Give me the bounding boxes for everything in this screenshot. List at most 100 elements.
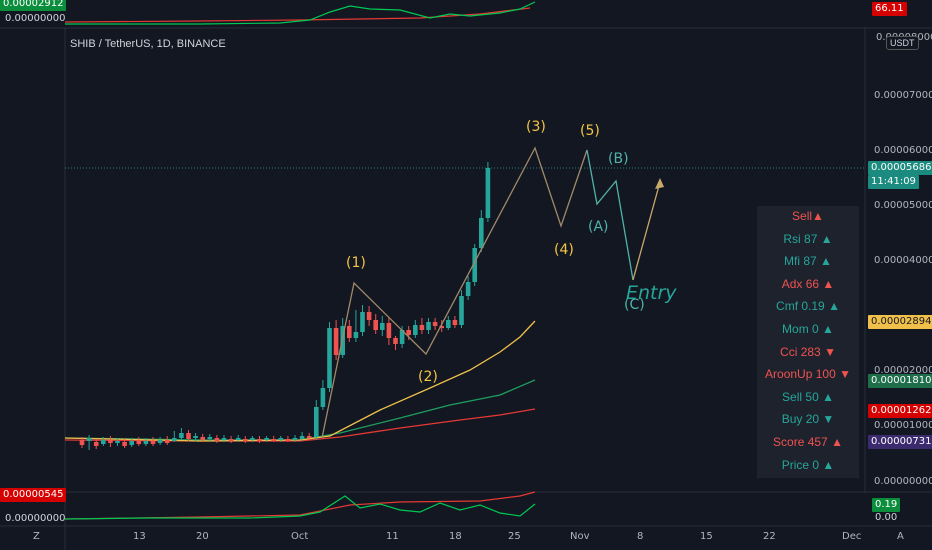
signal-row-score: Score 457 ▲ — [773, 435, 843, 449]
candle-up — [157, 440, 163, 443]
entry-label: Entry — [626, 282, 677, 304]
candle-down — [419, 325, 425, 330]
auto-scale-icon[interactable]: A — [897, 531, 904, 542]
candle-up — [353, 332, 359, 338]
moving-averages — [64, 320, 536, 442]
time-label: 11 — [386, 531, 399, 542]
top-indicator-zero-label: 0.00000000 — [5, 13, 66, 24]
bottom-indicator-value-tag: 0.00000545 — [0, 488, 67, 502]
candle-down — [200, 437, 205, 440]
candle-up — [193, 436, 198, 438]
signal-row-mom: Mom 0 ▲ — [782, 322, 834, 336]
candle-up — [479, 218, 484, 248]
wave-label-3: (3) — [526, 119, 546, 135]
wave-label-c: (C) — [624, 297, 645, 313]
time-label: 20 — [196, 531, 209, 542]
countdown-tag: 11:41:09 — [868, 175, 919, 189]
bottom-indicator-pane — [64, 491, 536, 520]
candle-up — [221, 438, 227, 440]
time-label: Oct — [291, 531, 308, 542]
wave-label-4: (4) — [554, 242, 574, 258]
time-label: 22 — [763, 531, 776, 542]
timezone-icon[interactable]: Z — [33, 531, 40, 542]
candle-up — [459, 296, 464, 325]
time-label: 25 — [508, 531, 521, 542]
signal-row-cci: Cci 283 ▼ — [780, 344, 836, 359]
candle-down — [366, 312, 372, 320]
signal-row-rsi: Rsi 87 ▲ — [783, 231, 833, 246]
signal-row-aroonup: AroonUp 100 ▼ — [765, 367, 851, 382]
signal-row-mfi: Mfi 87 ▲ — [784, 254, 832, 269]
candle-up — [299, 436, 305, 439]
ma-purple-tag: 0.00000731 — [868, 435, 932, 449]
time-label: Dec — [842, 531, 861, 542]
bottom-indicator-right-value: 0.00 — [875, 512, 898, 523]
time-label: 15 — [700, 531, 713, 542]
candle-down — [285, 439, 291, 441]
time-label: 18 — [449, 531, 462, 542]
candle-up — [380, 323, 385, 330]
candle-down — [186, 433, 191, 439]
candle-up — [485, 168, 491, 218]
candle-down — [122, 442, 127, 446]
candle-down — [150, 441, 156, 444]
time-label: 13 — [133, 531, 146, 542]
last-price-tag: 0.00005686 — [868, 161, 932, 175]
price-label: 0.00006000 — [874, 145, 932, 156]
ma-yellow-tag: 0.00002894 — [868, 315, 932, 329]
ma-yellow-line — [64, 320, 536, 442]
signal-row-sell: Sell 50 ▲ — [782, 389, 834, 404]
candle-down — [406, 330, 411, 335]
candle-down — [228, 439, 234, 441]
candle-up — [399, 330, 405, 344]
signal-panel: Sell▲ Rsi 87 ▲ Mfi 87 ▲ Adx 66 ▲ Cmf 0.19 ▲ M… — [757, 206, 859, 478]
signal-row-sell: Sell▲ — [792, 209, 824, 223]
signal-row-price: Price 0 ▲ — [781, 457, 835, 472]
candle-down — [257, 439, 262, 441]
candle-down — [333, 328, 339, 355]
candle-up — [264, 438, 269, 440]
candle-up — [129, 441, 134, 445]
candle-up — [250, 438, 255, 440]
wave-label-b: (B) — [608, 151, 629, 167]
ma-red-tag: 0.00001262 — [868, 404, 932, 418]
candle-down — [164, 440, 170, 443]
time-label: 8 — [637, 531, 643, 542]
candle-up — [143, 441, 149, 444]
candle-down — [214, 438, 220, 441]
time-axis[interactable]: Z 13 20 Oct 11 18 25 Nov 8 15 22 Dec A — [33, 531, 904, 542]
candle-up — [278, 438, 284, 440]
candle-up — [207, 437, 213, 439]
ma-green-tag: 0.00001810 — [868, 374, 932, 388]
candle-up — [360, 312, 365, 332]
top-indicator-value-tag: 0.00002912 — [0, 0, 67, 11]
candle-up — [172, 438, 177, 441]
candle-up — [86, 438, 92, 441]
candle-up — [472, 248, 477, 282]
candle-down — [393, 338, 398, 344]
candle-down — [452, 320, 458, 325]
candle-up — [101, 440, 106, 444]
candle-up — [235, 438, 241, 440]
candle-up — [465, 282, 471, 296]
candle-up — [320, 388, 326, 407]
signal-row-adx: Adx 66 ▲ — [781, 276, 835, 291]
currency-button[interactable]: USDT — [886, 36, 919, 50]
projection-arrowhead — [655, 178, 664, 189]
price-label: 0.00001000 — [874, 420, 932, 431]
candle-up — [426, 322, 431, 330]
impulse-wave-line — [321, 146, 588, 439]
top-indicator-badge: 66.11 — [872, 2, 907, 16]
candle-down — [271, 439, 276, 441]
symbol-title: SHIB / TetherUS, 1D, BINANCE — [70, 38, 226, 50]
projection-line — [632, 181, 661, 281]
wave-paths — [321, 146, 664, 439]
candle-down — [306, 436, 312, 438]
ma-green-line — [64, 379, 536, 441]
candle-down — [347, 326, 352, 338]
price-axis[interactable]: 0.00008000 0.00007000 0.00006000 0.00005… — [874, 32, 932, 487]
candle-up — [179, 433, 184, 438]
price-label: 0.00002000 — [874, 365, 932, 376]
wave-label-a: (A) — [588, 219, 609, 235]
